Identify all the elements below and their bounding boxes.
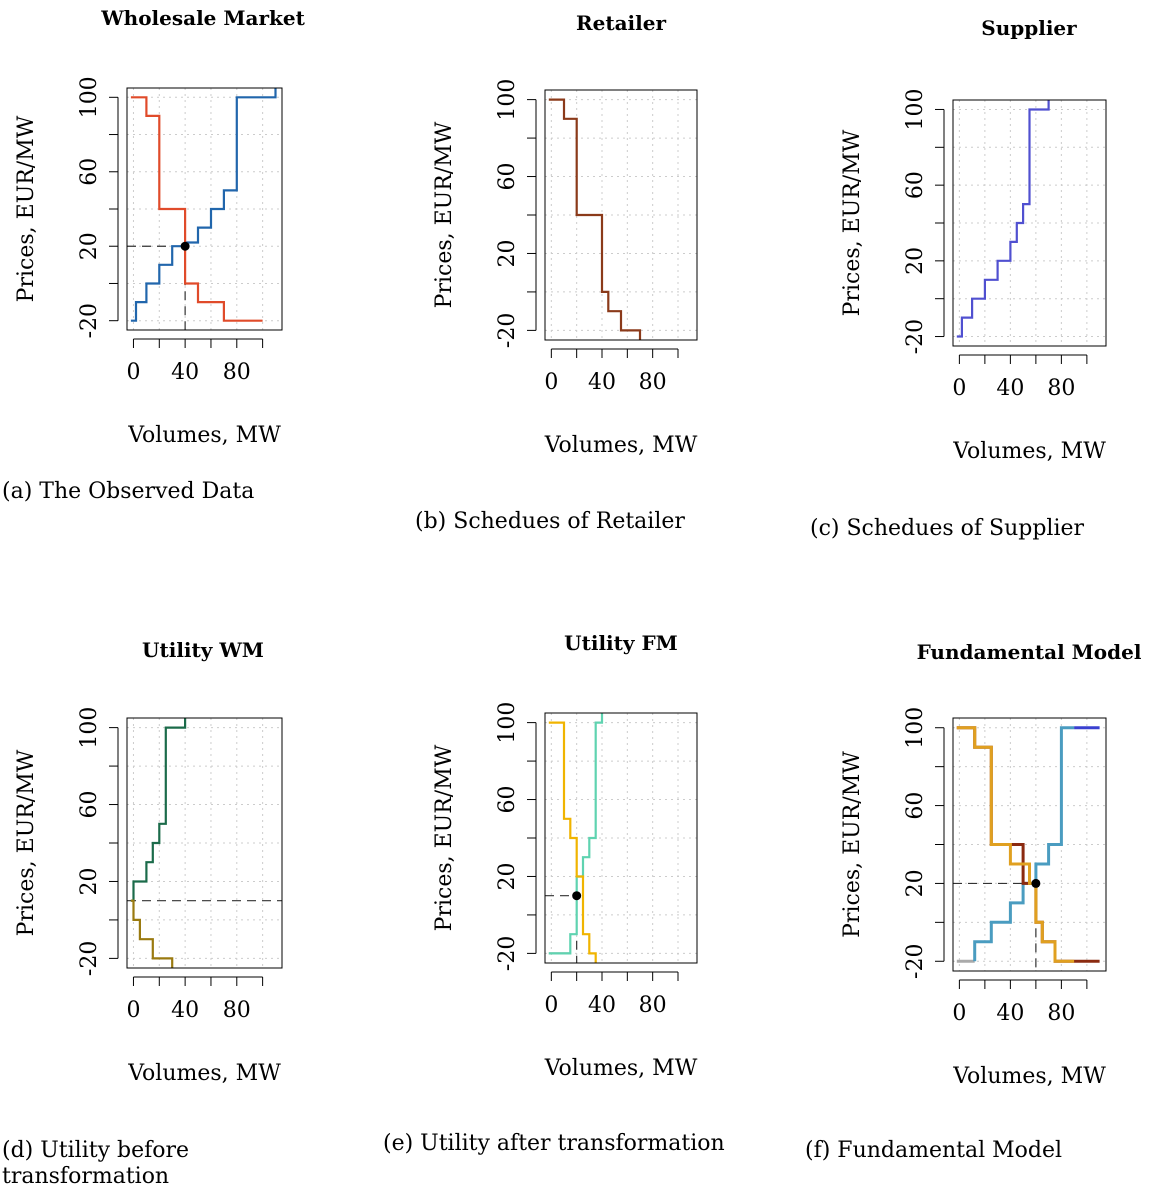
y-tick-label: 60	[903, 792, 928, 820]
chart-panel-1: Wholesale Market 0 40 80 Volumes, MW -20 20 60 1…	[2, 6, 306, 504]
series-line-5	[956, 726, 1075, 963]
x-tick-label: 80	[639, 370, 667, 395]
y-axis-label: Prices, EUR/MW	[432, 121, 457, 308]
y-tick-label: 20	[77, 232, 102, 260]
subfigure-caption: (b) Schedues of Retailer	[415, 509, 685, 534]
equilibrium-point	[180, 241, 190, 251]
subfigure-caption: (e) Utility after transformation	[383, 1131, 725, 1156]
chart-title: Wholesale Market	[100, 6, 305, 30]
x-axis-label: Volumes, MW	[544, 1056, 698, 1081]
y-tick-label: 60	[495, 163, 520, 191]
x-tick-label: 0	[952, 1001, 966, 1026]
series-line-3	[548, 721, 597, 963]
y-tick-label: 60	[903, 171, 928, 199]
y-axis-label: Prices, EUR/MW	[14, 749, 39, 936]
y-tick-label: -20	[903, 944, 928, 979]
y-axis-label: Prices, EUR/MW	[840, 751, 865, 938]
chart-title: Supplier	[981, 16, 1077, 40]
plot-frame	[952, 717, 1107, 972]
series-line-1	[130, 88, 277, 322]
x-tick-label: 0	[952, 376, 966, 401]
y-tick-label: 100	[903, 707, 928, 749]
plot-frame	[544, 89, 698, 341]
y-tick-label: 20	[903, 869, 928, 897]
y-tick-label: -20	[77, 303, 102, 338]
chart-title: Utility FM	[564, 631, 678, 655]
x-tick-label: 40	[996, 376, 1024, 401]
y-tick-label: -20	[903, 319, 928, 354]
series-line-1	[130, 718, 187, 902]
y-tick-label: 100	[495, 79, 520, 121]
y-axis-label: Prices, EUR/MW	[14, 115, 39, 302]
x-tick-label: 80	[223, 998, 251, 1023]
y-tick-label: 100	[495, 702, 520, 744]
x-axis-label: Volumes, MW	[127, 1061, 281, 1086]
subfigure-caption: (f) Fundamental Model	[805, 1138, 1062, 1163]
x-tick-label: 40	[171, 360, 199, 385]
chart-panel-3: Supplier 0 40 80 Volumes, MW -20 20 60 100 Prices…	[810, 16, 1107, 541]
y-tick-label: 20	[903, 247, 928, 275]
plot-frame	[126, 87, 283, 331]
plot-frame	[952, 99, 1107, 347]
x-tick-label: 0	[544, 993, 558, 1018]
y-tick-label: -20	[495, 313, 520, 348]
chart-panel-5: Utility FM 0 40 80 Volumes, MW -20 20 60 100 Pric…	[383, 631, 725, 1156]
series-line-1	[548, 98, 642, 340]
series-line-2	[130, 899, 174, 968]
y-tick-label: 20	[495, 862, 520, 890]
x-tick-label: 40	[588, 993, 616, 1018]
y-tick-label: 60	[77, 791, 102, 819]
x-axis-label: Volumes, MW	[952, 1064, 1106, 1089]
y-axis-label: Prices, EUR/MW	[432, 744, 457, 931]
chart-panel-2: Retailer 0 40 80 Volumes, MW -20 20 60 100 Prices…	[415, 11, 698, 534]
x-tick-label: 80	[223, 360, 251, 385]
y-tick-label: 20	[495, 239, 520, 267]
chart-panel-4: Utility WM 0 40 80 Volumes, MW -20 20 60 100 Pric…	[2, 638, 283, 1189]
x-tick-label: 0	[544, 370, 558, 395]
subfigure-caption: (c) Schedues of Supplier	[810, 516, 1084, 541]
y-tick-label: -20	[495, 936, 520, 971]
series-line-2	[548, 713, 604, 955]
y-tick-label: 60	[77, 158, 102, 186]
equilibrium-point	[572, 891, 582, 901]
y-tick-label: 100	[77, 76, 102, 118]
x-tick-label: 0	[126, 998, 140, 1023]
equilibrium-point	[1031, 878, 1041, 888]
x-tick-label: 40	[996, 1001, 1024, 1026]
x-axis-label: Volumes, MW	[127, 423, 281, 448]
chart-title: Utility WM	[142, 638, 264, 662]
y-tick-label: -20	[77, 941, 102, 976]
subfigure-caption: (a) The Observed Data	[2, 479, 254, 504]
chart-panel-6: Fundamental Model 0 40 80 Volumes, MW -20 20 60…	[805, 640, 1142, 1163]
x-tick-label: 80	[1047, 1001, 1075, 1026]
x-tick-label: 80	[1047, 376, 1075, 401]
x-tick-label: 0	[126, 360, 140, 385]
series-line-1	[956, 100, 1050, 338]
y-tick-label: 60	[495, 786, 520, 814]
x-tick-label: 40	[588, 370, 616, 395]
y-tick-label: 100	[903, 88, 928, 130]
x-axis-label: Volumes, MW	[952, 439, 1106, 464]
plot-frame	[544, 712, 698, 964]
y-tick-label: 20	[77, 867, 102, 895]
subfigure-caption: (d) Utility before transformation	[2, 1138, 189, 1189]
y-tick-label: 100	[77, 707, 102, 749]
x-tick-label: 80	[639, 993, 667, 1018]
chart-title: Fundamental Model	[917, 640, 1142, 664]
chart-title: Retailer	[576, 11, 666, 35]
plot-frame	[126, 717, 283, 969]
x-axis-label: Volumes, MW	[544, 433, 698, 458]
x-tick-label: 40	[171, 998, 199, 1023]
y-axis-label: Prices, EUR/MW	[840, 129, 865, 316]
